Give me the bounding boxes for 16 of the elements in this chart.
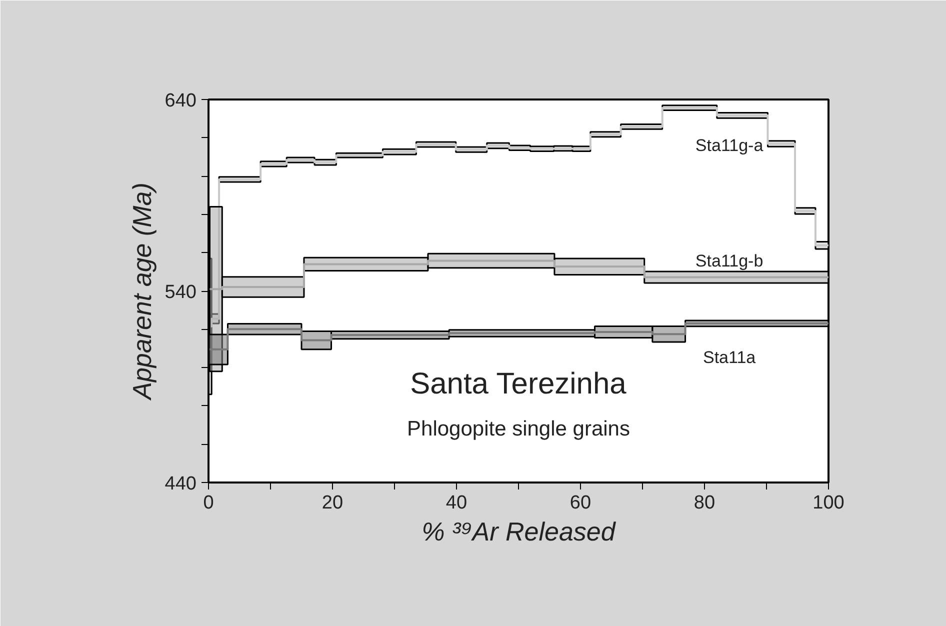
y-axis-title: Apparent age (Ma) [126, 182, 157, 402]
series-label: Sta11g-a [695, 136, 764, 155]
series-label: Sta11g-b [695, 252, 764, 271]
x-tick-label: 20 [322, 492, 344, 514]
text: Phlogopite single grains [407, 418, 630, 440]
y-tick-label: 540 [164, 282, 196, 303]
x-tick-label: 100 [812, 492, 844, 514]
y-tick-label: 440 [164, 474, 196, 494]
x-tick-label: 40 [446, 492, 468, 514]
series-label: Sta11a [702, 348, 756, 367]
x-tick-label: 60 [570, 492, 592, 514]
text: Santa Terezinha [410, 368, 627, 400]
y-tick-label: 640 [164, 90, 196, 112]
x-tick-label: 0 [203, 492, 214, 514]
x-tick-label: 80 [694, 492, 716, 514]
x-axis-title: % ³⁹Ar Released [422, 516, 617, 546]
